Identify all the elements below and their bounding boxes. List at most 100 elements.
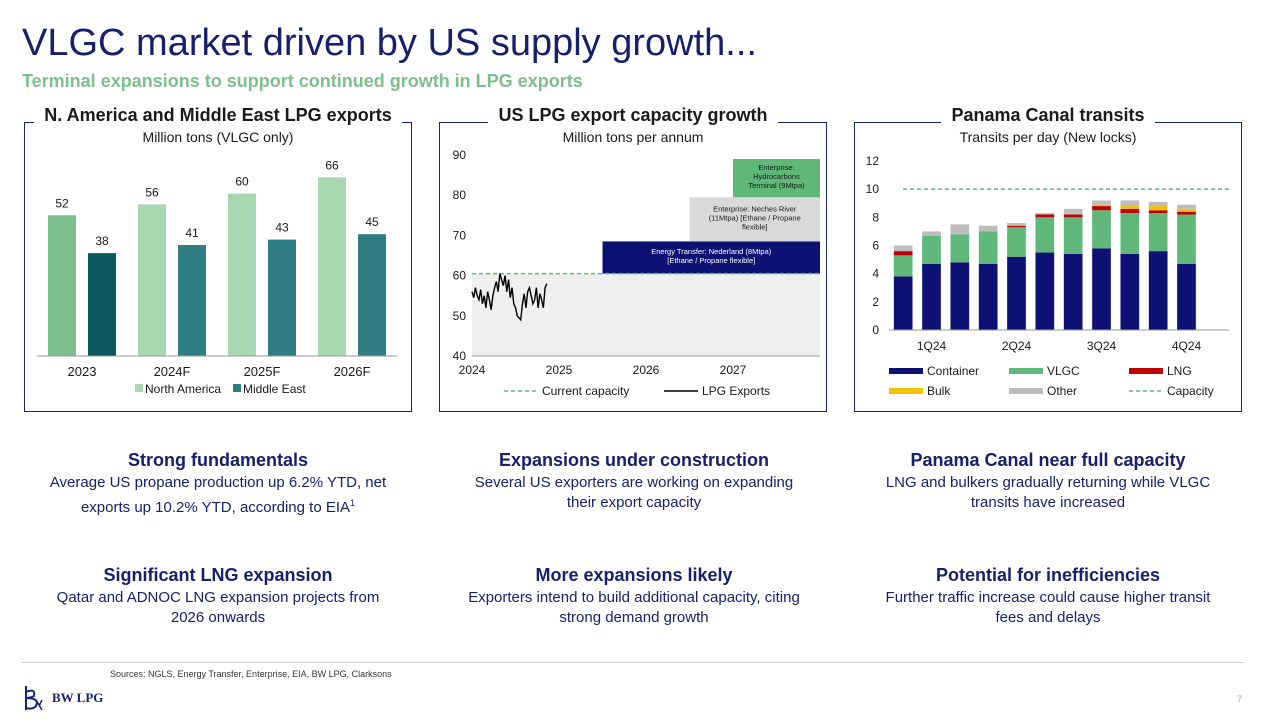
expansion-box <box>733 159 820 198</box>
data-label: 45 <box>365 215 379 229</box>
highlight-strong-fundamentals: Strong fundamentals Average US propane p… <box>18 450 418 518</box>
legend-label: VLGC <box>1047 364 1080 378</box>
y-tick-label: 50 <box>453 309 467 323</box>
legend-swatch <box>889 368 923 374</box>
bar-segment-container <box>1148 251 1168 330</box>
y-tick-label: 70 <box>453 228 467 242</box>
logo-text: BW LPG <box>52 690 104 705</box>
exports-bar-chart: 52 38 2023 56 41 2024F 60 43 2025F 66 45 2026F North… <box>37 158 397 396</box>
bar-segment-container <box>1007 256 1026 330</box>
highlight-line: exports up 10.2% YTD, according to EIA <box>80 499 351 516</box>
x-tick-label: 2Q24 <box>1002 339 1032 353</box>
legend-swatch-middle-east <box>233 384 241 392</box>
legend-label: LPG Exports <box>702 384 770 398</box>
bar-segment-lng <box>1092 206 1111 211</box>
y-tick-label: 12 <box>866 154 880 168</box>
highlight-line: Further traffic increase could cause hig… <box>885 589 1211 606</box>
bar-segment-vlgc <box>893 255 913 277</box>
y-tick-label: 80 <box>453 188 467 202</box>
footer-divider <box>22 662 1244 663</box>
series-lpg-exports <box>471 273 548 322</box>
legend-label: Middle East <box>243 382 306 396</box>
expansion-label: Enterprise: Neches River (11Mtpa) [Ethane… <box>709 204 801 231</box>
bar-segment-other <box>978 225 998 232</box>
bar-segment-other <box>893 245 913 252</box>
x-tick-label: 2024F <box>154 364 191 379</box>
bar-segment-container <box>950 262 970 330</box>
panama-chart-subtitle: Transits per day (New locks) <box>959 129 1137 145</box>
bar-segment-vlgc <box>1063 217 1083 254</box>
highlight-line: fees and delays <box>995 609 1101 626</box>
exports-panel: N. America and Middle East LPG exports M… <box>24 105 412 412</box>
bar-segment-bulk <box>1177 208 1196 212</box>
bar-segment-container <box>978 263 998 330</box>
bar-segment-other <box>1148 201 1168 207</box>
y-tick-label: 10 <box>866 182 880 196</box>
legend-label: Container <box>927 364 979 378</box>
page-title: VLGC market driven by US supply growth..… <box>22 22 757 64</box>
highlight-line: 2026 onwards <box>170 609 266 626</box>
bar-segment-vlgc <box>1092 210 1111 249</box>
expansion-label: Enterprise: Hydrocarbons Terminal (9Mtpa) <box>748 163 805 190</box>
data-label: 52 <box>55 196 69 210</box>
bar-segment-vlgc <box>978 231 998 264</box>
highlight-panama-capacity: Panama Canal near full capacity LNG and … <box>848 450 1248 513</box>
bar-segment-vlgc <box>922 235 941 264</box>
x-tick-label: 2026 <box>633 363 660 377</box>
legend-label: Current capacity <box>542 384 629 398</box>
highlight-title: Strong fundamentals <box>127 450 308 470</box>
bar-segment-bulk <box>1120 206 1140 209</box>
y-tick-label: 2 <box>872 295 879 309</box>
x-tick-label: 2025 <box>546 363 573 377</box>
bar-segment-vlgc <box>1148 213 1168 252</box>
bar-segment-container <box>1120 253 1140 330</box>
bar-north-america <box>48 215 76 356</box>
bar-segment-container <box>1177 263 1196 330</box>
bar-segment-other <box>1063 208 1083 215</box>
highlight-line: strong demand growth <box>559 609 709 626</box>
bar-middle-east <box>358 234 386 356</box>
legend-label: LNG <box>1167 364 1192 378</box>
bar-middle-east <box>268 239 296 356</box>
capacity-area <box>472 273 820 356</box>
sources-note: Sources: NGLS, Energy Transfer, Enterpri… <box>110 669 392 679</box>
capacity-panel: US LPG export capacity growth Million to… <box>439 105 827 412</box>
bar-segment-lng <box>1063 214 1083 218</box>
page-number: 7 <box>1236 694 1242 704</box>
bar-segment-other <box>1177 204 1196 209</box>
highlight-inefficiencies: Potential for inefficiencies Further tra… <box>848 565 1248 628</box>
x-tick-label: 2027 <box>720 363 747 377</box>
bar-north-america <box>138 204 166 356</box>
bar-segment-vlgc <box>1035 217 1055 253</box>
y-tick-label: 8 <box>872 210 879 224</box>
bar-segment-vlgc <box>1177 214 1196 264</box>
bar-segment-vlgc <box>950 234 970 263</box>
bar-segment-lng <box>893 251 913 256</box>
highlight-line: their export capacity <box>566 494 702 511</box>
legend-swatch <box>1009 388 1043 394</box>
highlight-line: Average US propane production up 6.2% YT… <box>49 474 387 491</box>
data-label: 43 <box>275 221 289 235</box>
data-label: 38 <box>95 234 109 248</box>
bar-segment-container <box>1092 248 1111 330</box>
highlight-title: Expansions under construction <box>498 450 770 470</box>
exports-chart-title: N. America and Middle East LPG exports <box>34 105 402 125</box>
capacity-chart-subtitle: Million tons per annum <box>562 129 704 145</box>
highlight-line: Qatar and ADNOC LNG expansion projects f… <box>56 589 380 606</box>
expansion-box <box>602 241 820 274</box>
x-tick-label: 2026F <box>334 364 371 379</box>
x-tick-label: 1Q24 <box>917 339 947 353</box>
y-tick-label: 60 <box>453 269 467 283</box>
footnote-marker: 1 <box>350 498 356 508</box>
bar-segment-container <box>922 263 941 330</box>
highlight-text: Exporters intend to build additional cap… <box>434 588 834 628</box>
highlight-title: Significant LNG expansion <box>103 565 333 585</box>
exports-chart-subtitle: Million tons (VLGC only) <box>142 129 294 145</box>
bar-segment-lng <box>1035 214 1055 218</box>
x-tick-label: 2024 <box>459 363 486 377</box>
highlight-line: LNG and bulkers gradually returning whil… <box>885 474 1211 491</box>
data-label: 56 <box>145 185 159 199</box>
capacity-line-chart: Energy Transfer: Nederland (8Mtpa) [Ethan… <box>453 148 820 398</box>
highlight-text: Further traffic increase could cause hig… <box>848 588 1248 628</box>
legend-label: Capacity <box>1167 384 1214 398</box>
